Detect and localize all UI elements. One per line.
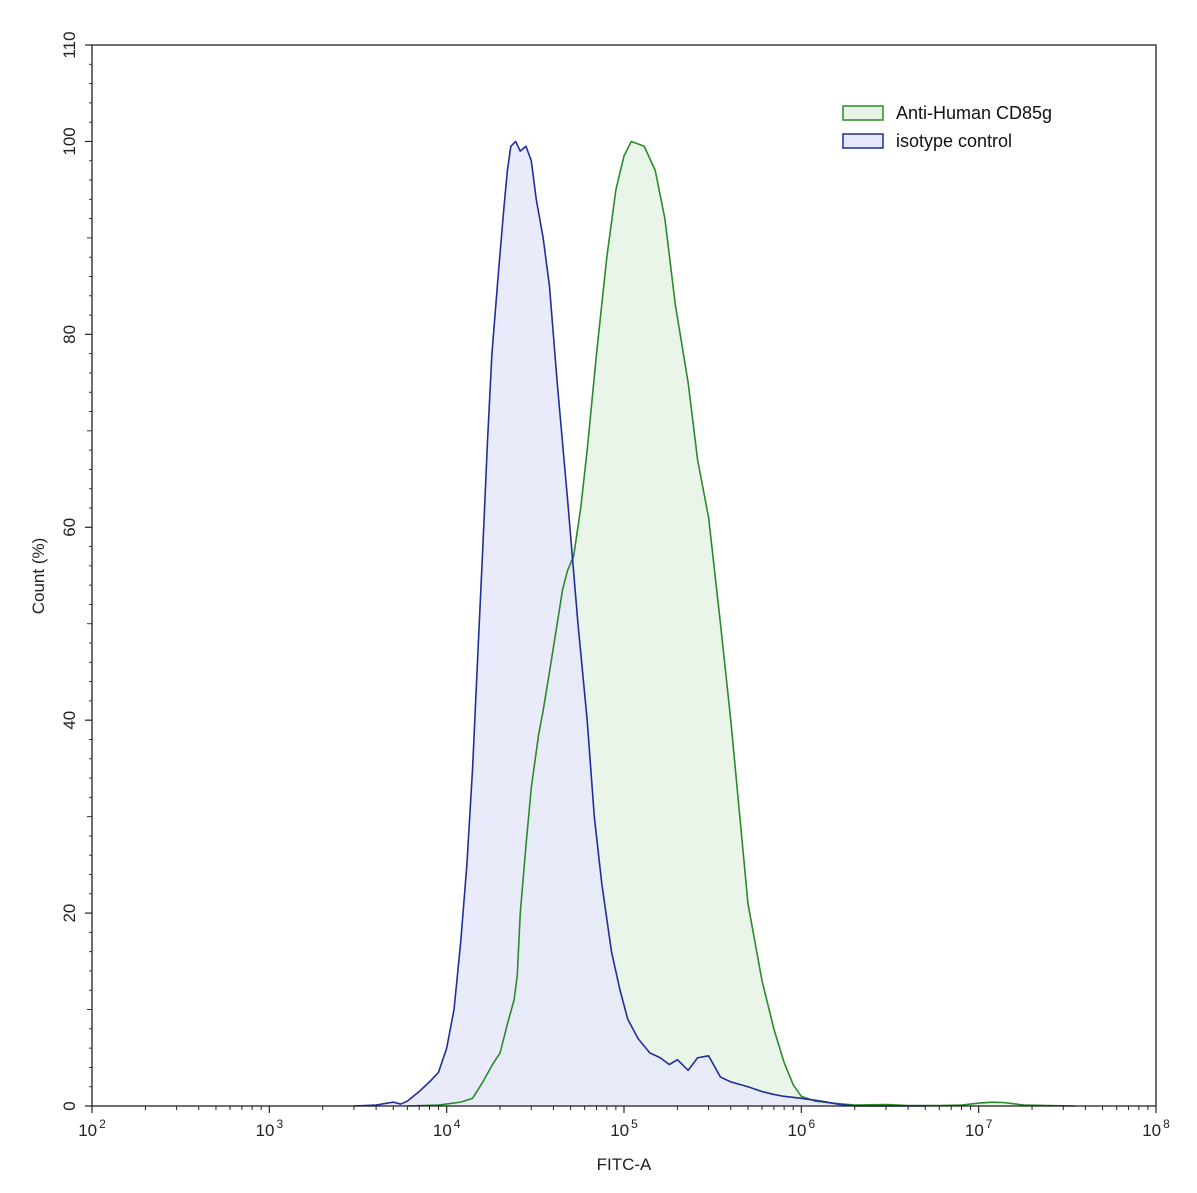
y-tick-label: 80	[60, 325, 79, 344]
x-tick-label: 10 2	[78, 1117, 106, 1140]
x-axis-title: FITC-A	[597, 1155, 652, 1174]
legend-label-anti-human-cd85g: Anti-Human CD85g	[896, 103, 1052, 123]
x-tick-label: 10 3	[256, 1117, 284, 1140]
series-layer	[353, 140, 1076, 1107]
x-tick-label: 10 6	[788, 1117, 816, 1140]
legend-swatch-isotype-control	[842, 133, 884, 149]
y-tick-label: 40	[60, 711, 79, 730]
legend-swatch-anti-human-cd85g	[842, 105, 884, 121]
series-line-isotype-control	[353, 140, 926, 1107]
x-tick-label: 10 4	[433, 1117, 461, 1140]
y-tick-label: 110	[60, 31, 79, 58]
series-line-anti-human-cd85g	[407, 140, 1076, 1107]
legend-label-isotype-control: isotype control	[896, 131, 1012, 151]
x-tick-label: 10 5	[610, 1117, 638, 1140]
x-tick-label: 10 8	[1142, 1117, 1170, 1140]
y-tick-label: 100	[60, 127, 79, 155]
y-tick-label: 60	[60, 518, 79, 537]
y-axis: 0 20 40 60 80 100 110	[60, 31, 92, 1111]
y-axis-title: Count (%)	[29, 538, 48, 615]
series-area-isotype-control	[353, 141, 926, 1106]
x-tick-label: 10 7	[965, 1117, 993, 1140]
y-tick-label: 20	[60, 904, 79, 923]
x-axis: 10 2 10 3 10 4 10 5 10 6 10 7 10 8	[78, 1106, 1170, 1140]
y-tick-label: 0	[60, 1101, 79, 1110]
legend: Anti-Human CD85g isotype control	[842, 103, 1052, 151]
